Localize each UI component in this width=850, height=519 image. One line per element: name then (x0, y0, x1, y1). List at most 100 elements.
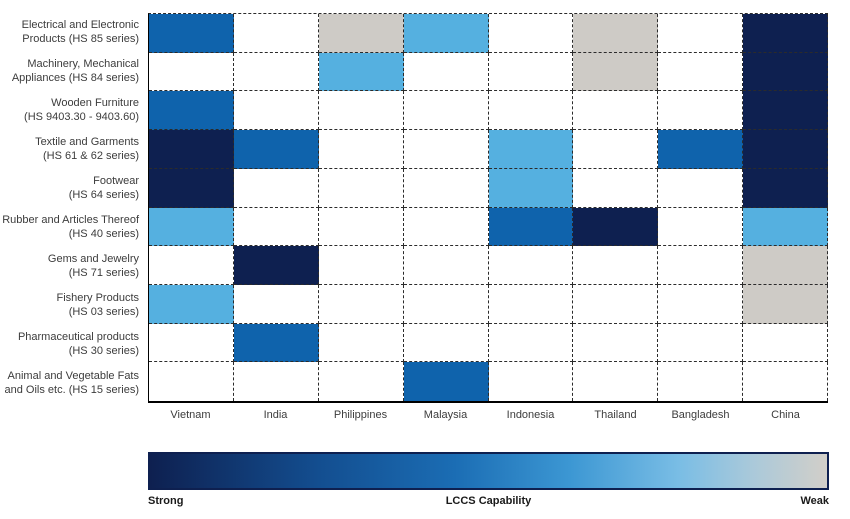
heatmap-cell (403, 52, 489, 92)
heatmap-cell (488, 130, 574, 169)
column-label: China (771, 409, 800, 421)
heatmap-cell (488, 284, 574, 324)
heatmap-cell (658, 91, 744, 131)
heatmap-cell (573, 323, 659, 363)
heatmap-cell (403, 168, 489, 208)
heatmap-cell (573, 14, 659, 53)
heatmap-cell (573, 362, 659, 401)
heatmap-cell (233, 284, 319, 324)
heatmap-cell (573, 52, 659, 92)
column-label: Indonesia (506, 409, 555, 421)
heatmap-cell (658, 168, 744, 208)
heatmap-cell (573, 246, 659, 285)
heatmap-cell (403, 130, 489, 169)
heatmap-cell (403, 362, 489, 401)
heatmap-cell (318, 207, 404, 247)
heatmap-cell (658, 130, 744, 169)
heatmap-cell (573, 284, 659, 324)
heatmap-cell (233, 52, 319, 92)
heatmap-cell (318, 52, 404, 92)
heatmap-cell (403, 207, 489, 247)
row-label: Footwear (HS 64 series) (68, 175, 139, 201)
heatmap-cell (318, 168, 404, 208)
row-label: Pharmaceutical products (HS 30 series) (17, 331, 139, 357)
heatmap-cell (743, 14, 828, 53)
heatmap-cell (573, 130, 659, 169)
heatmap-cell (318, 246, 404, 285)
heatmap-cell (233, 323, 319, 363)
column-label: Malaysia (423, 409, 468, 421)
lccs-colorbar-gradient (148, 452, 829, 490)
row-label: Animal and Vegetable Fats and Oils etc. (… (4, 370, 140, 396)
row-labels: Electrical and Electronic Products (HS 85… (0, 13, 143, 403)
heatmap-cell (743, 323, 828, 363)
heatmap-cell (743, 284, 828, 324)
row-label: Machinery, Mechanical Appliances (HS 84 s… (11, 58, 139, 84)
heatmap-cell (573, 168, 659, 208)
column-label: Philippines (333, 409, 388, 421)
heatmap-cell (743, 207, 828, 247)
heatmap-cell (318, 91, 404, 131)
column-label: India (263, 409, 288, 421)
column-labels: Vietnam India Philippines Malaysia Indonesia… (148, 409, 828, 422)
heatmap-cell (149, 323, 234, 363)
row-label: Electrical and Electronic Products (HS 85… (21, 19, 139, 45)
heatmap-cell (658, 246, 744, 285)
heatmap-cell (233, 14, 319, 53)
column-label: Thailand (594, 409, 637, 421)
heatmap-cell (403, 246, 489, 285)
heatmap-cell (488, 91, 574, 131)
column-label: Vietnam (170, 409, 211, 421)
row-label: Textile and Garments (HS 61 & 62 series) (35, 136, 139, 162)
heatmap-cell (149, 362, 234, 401)
row-label: Fishery Products (HS 03 series) (56, 292, 139, 318)
heatmap-cell (403, 14, 489, 53)
heatmap-cell (743, 130, 828, 169)
heatmap-cell (318, 323, 404, 363)
heatmap-cell (403, 323, 489, 363)
heatmap-cell (488, 246, 574, 285)
heatmap-cell (233, 246, 319, 285)
column-label: Bangladesh (671, 409, 730, 421)
heatmap-cell (403, 91, 489, 131)
heatmap-cell (743, 52, 828, 92)
heatmap-cell (318, 14, 404, 53)
heatmap-cell (488, 323, 574, 363)
heatmap-cell (658, 323, 744, 363)
heatmap-cell (149, 91, 234, 131)
heatmap-cell (488, 362, 574, 401)
heatmap-cell (743, 246, 828, 285)
heatmap-cell (149, 14, 234, 53)
heatmap-cell (658, 52, 744, 92)
heatmap-cell (233, 168, 319, 208)
heatmap-cell (318, 362, 404, 401)
heatmap-cell (658, 14, 744, 53)
heatmap-cell (149, 207, 234, 247)
heatmap-cell (488, 168, 574, 208)
heatmap-cell (233, 130, 319, 169)
heatmap-cell (743, 362, 828, 401)
row-label: Wooden Furniture (HS 9403.30 - 9403.60) (24, 97, 139, 123)
row-label: Rubber and Articles Thereof (HS 40 series… (2, 214, 139, 240)
heatmap-cell (488, 52, 574, 92)
heatmap-cell (488, 14, 574, 53)
row-label: Gems and Jewelry (HS 71 series) (47, 253, 139, 279)
heatmap-cell (233, 207, 319, 247)
heatmap-cell (573, 207, 659, 247)
legend-title: LCCS Capability (445, 495, 532, 507)
heatmap-cell (403, 284, 489, 324)
heatmap-cell (149, 52, 234, 92)
heatmap-cell (149, 284, 234, 324)
heatmap-cell (149, 246, 234, 285)
heatmap-cell (743, 168, 828, 208)
heatmap-grid (148, 13, 828, 403)
heatmap-cell (149, 130, 234, 169)
heatmap-cell (573, 91, 659, 131)
heatmap-cell (658, 207, 744, 247)
heatmap-cell (488, 207, 574, 247)
heatmap-cell (658, 284, 744, 324)
colorbar-labels: Strong LCCS Capability Weak (148, 495, 829, 507)
heatmap-cell (318, 284, 404, 324)
legend-strong-label: Strong (148, 495, 184, 507)
